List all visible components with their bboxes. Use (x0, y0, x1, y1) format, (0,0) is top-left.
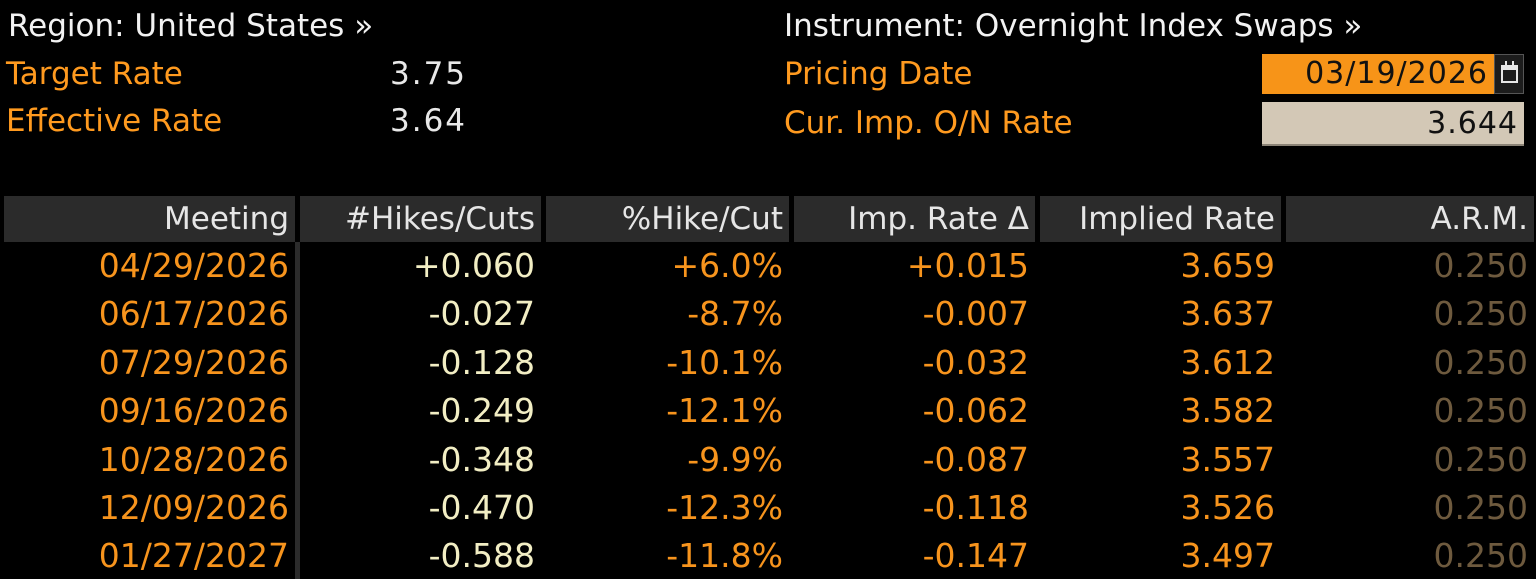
table-row[interactable]: 01/27/2027 -0.588 -11.8% -0.147 3.497 0.… (4, 532, 1534, 579)
cur-imp-rate-field[interactable]: 3.644 (1262, 102, 1524, 146)
arm-cell: 0.250 (1433, 487, 1528, 527)
col-header-hikes-cuts[interactable]: #Hikes/Cuts (300, 196, 546, 242)
pct-hike-cut-cell: -8.7% (687, 294, 783, 334)
target-rate-value: 3.75 (390, 56, 468, 92)
table-row[interactable]: 10/28/2026 -0.348 -9.9% -0.087 3.557 0.2… (4, 435, 1534, 484)
pct-hike-cut-cell: -9.9% (687, 439, 783, 479)
imp-rate-delta-cell: -0.087 (922, 439, 1029, 479)
calendar-button[interactable] (1494, 54, 1524, 94)
implied-rate-cell: 3.497 (1180, 536, 1275, 576)
implied-rate-cell: 3.612 (1180, 342, 1275, 382)
col-header-imp-rate-delta[interactable]: Imp. Rate Δ (794, 196, 1040, 242)
meeting-date-cell: 12/09/2026 (4, 483, 300, 533)
arm-cell: 0.250 (1433, 294, 1528, 334)
region-selector[interactable]: Region: United States » (8, 8, 374, 44)
target-rate-label: Target Rate (6, 56, 183, 92)
arm-cell: 0.250 (1433, 536, 1528, 576)
meeting-date-cell: 04/29/2026 (4, 242, 300, 291)
imp-rate-delta-cell: -0.032 (922, 342, 1029, 382)
pct-hike-cut-cell: -10.1% (666, 342, 783, 382)
meeting-date-cell: 01/27/2027 (4, 532, 300, 579)
implied-rate-cell: 3.582 (1180, 391, 1275, 431)
effective-rate-label: Effective Rate (6, 103, 223, 139)
hikes-cuts-cell: -0.249 (428, 391, 535, 431)
imp-rate-delta-cell: -0.118 (922, 487, 1029, 527)
table-row[interactable]: 12/09/2026 -0.470 -12.3% -0.118 3.526 0.… (4, 483, 1534, 533)
meeting-date-cell: 09/16/2026 (4, 387, 300, 436)
hikes-cuts-cell: -0.588 (428, 536, 535, 576)
imp-rate-delta-cell: -0.147 (922, 536, 1029, 576)
col-header-arm[interactable]: A.R.M. (1430, 201, 1528, 237)
table-row[interactable]: 04/29/2026 +0.060 +6.0% +0.015 3.659 0.2… (4, 242, 1534, 291)
implied-rate-cell: 3.526 (1180, 487, 1275, 527)
implied-rate-cell: 3.659 (1180, 246, 1275, 285)
table-row[interactable]: 06/17/2026 -0.027 -8.7% -0.007 3.637 0.2… (4, 290, 1534, 339)
meeting-date-cell: 07/29/2026 (4, 338, 300, 388)
pct-hike-cut-cell: -12.1% (666, 391, 783, 431)
table-row[interactable]: 09/16/2026 -0.249 -12.1% -0.062 3.582 0.… (4, 387, 1534, 436)
implied-rate-cell: 3.557 (1180, 439, 1275, 479)
arm-cell: 0.250 (1433, 342, 1528, 382)
col-header-implied-rate[interactable]: Implied Rate (1040, 196, 1286, 242)
table-row[interactable]: 07/29/2026 -0.128 -10.1% -0.032 3.612 0.… (4, 338, 1534, 388)
hikes-cuts-cell: -0.128 (428, 342, 535, 382)
imp-rate-delta-cell: +0.015 (906, 246, 1029, 285)
arm-cell: 0.250 (1433, 391, 1528, 431)
imp-rate-delta-cell: -0.007 (922, 294, 1029, 334)
col-header-pct-hike-cut[interactable]: %Hike/Cut (546, 196, 794, 242)
meeting-date-cell: 10/28/2026 (4, 435, 300, 484)
instrument-selector[interactable]: Instrument: Overnight Index Swaps » (784, 8, 1363, 44)
col-header-meeting[interactable]: Meeting (4, 196, 300, 242)
meeting-date-cell: 06/17/2026 (4, 290, 300, 339)
pct-hike-cut-cell: -12.3% (666, 487, 783, 527)
hikes-cuts-cell: -0.348 (428, 439, 535, 479)
pct-hike-cut-cell: -11.8% (666, 536, 783, 576)
arm-cell: 0.250 (1433, 246, 1528, 285)
cur-imp-rate-label: Cur. Imp. O/N Rate (784, 105, 1073, 141)
hikes-cuts-cell: -0.027 (428, 294, 535, 334)
hikes-cuts-cell: +0.060 (412, 246, 535, 285)
hikes-cuts-cell: -0.470 (428, 487, 535, 527)
effective-rate-value: 3.64 (390, 103, 468, 139)
calendar-icon (1501, 61, 1518, 83)
arm-cell: 0.250 (1433, 439, 1528, 479)
imp-rate-delta-cell: -0.062 (922, 391, 1029, 431)
meetings-table: Meeting #Hikes/Cuts %Hike/Cut Imp. Rate … (4, 196, 1534, 579)
implied-rate-cell: 3.637 (1180, 294, 1275, 334)
pricing-date-label: Pricing Date (784, 56, 973, 92)
pct-hike-cut-cell: +6.0% (671, 246, 784, 285)
table-header: Meeting #Hikes/Cuts %Hike/Cut Imp. Rate … (4, 196, 1534, 242)
pricing-date-field[interactable]: 03/19/2026 (1262, 54, 1494, 94)
